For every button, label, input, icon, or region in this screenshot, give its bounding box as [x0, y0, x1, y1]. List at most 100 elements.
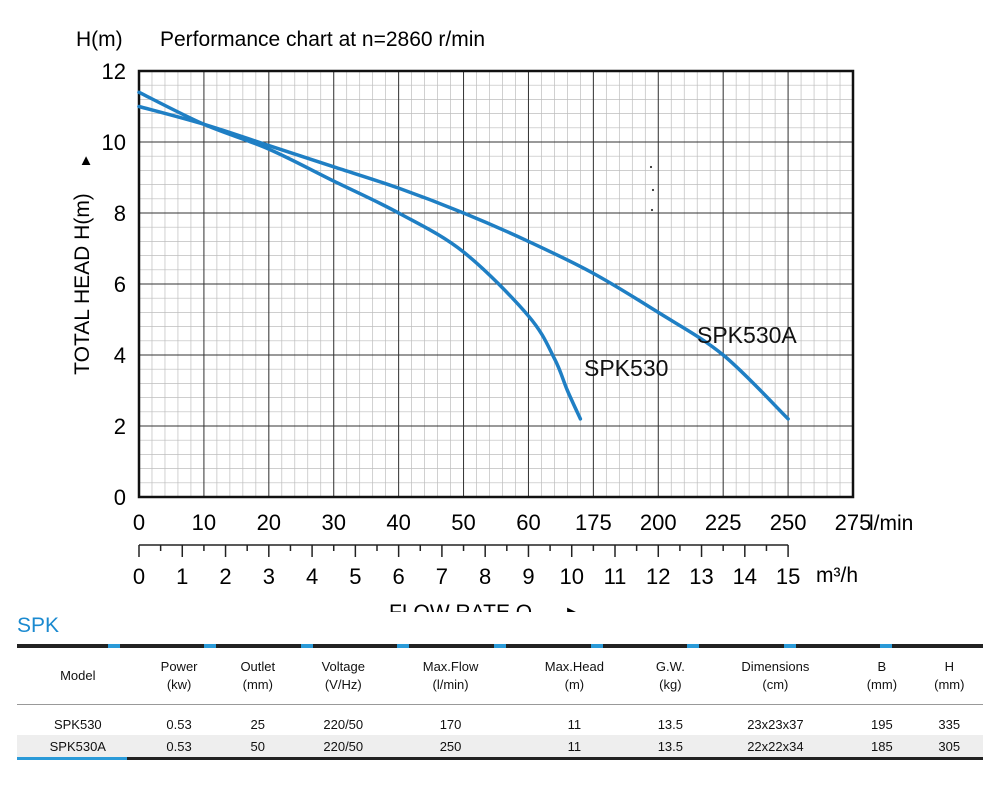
y-unit-label: H(m) — [76, 28, 123, 51]
x-tick-label-m3h: 12 — [646, 564, 670, 589]
x-tick-label-m3h: 3 — [263, 564, 275, 589]
column-marker — [107, 644, 120, 648]
column-marker — [204, 644, 217, 648]
x-tick-label-lmin: 60 — [516, 510, 540, 535]
header-unit: (kg) — [659, 677, 682, 692]
table-header-cell: Dimensions (cm) — [703, 648, 849, 705]
table-cell: 0.53 — [138, 735, 220, 757]
x-tick-label-lmin: 250 — [770, 510, 807, 535]
x-tick-label-lmin: 275 — [835, 510, 872, 535]
table-cell: 13.5 — [657, 716, 684, 732]
x-tick-label-lmin: 50 — [451, 510, 475, 535]
table-cell: 250 — [390, 735, 511, 757]
column-marker — [397, 644, 410, 648]
column-markers — [17, 644, 983, 648]
table-cell: SPK530A — [17, 735, 139, 757]
column-marker — [300, 644, 313, 648]
table-cell: 11 — [510, 735, 639, 757]
table-header-cell: H (mm) — [916, 648, 983, 705]
x-tick-label-lmin: 225 — [705, 510, 742, 535]
x-unit-label-lmin: l/min — [869, 512, 913, 535]
x-tick-label-lmin: 10 — [192, 510, 216, 535]
header-title: Max.Flow — [422, 659, 479, 674]
series-line-spk530a — [137, 104, 790, 421]
header-title: G.W. — [655, 659, 685, 674]
header-unit: (mm) — [934, 677, 965, 692]
header-unit: (l/min) — [432, 677, 469, 692]
column-marker — [880, 644, 893, 648]
y-tick-label: 10 — [102, 130, 126, 155]
column-marker — [687, 644, 700, 648]
chart-title: Performance chart at n=2860 r/min — [160, 28, 485, 51]
header-unit: (m) — [564, 677, 585, 692]
table-series-name: SPK — [17, 614, 60, 637]
table-cell: 11 — [567, 716, 582, 732]
header-unit: (mm) — [242, 677, 273, 692]
table-cell: 220/50 — [323, 716, 364, 732]
x-tick-label-m3h: 11 — [604, 564, 627, 589]
x-tick-label-lmin: 30 — [321, 510, 345, 535]
x-tick-label-m3h: 2 — [219, 564, 231, 589]
plot-frame — [137, 69, 855, 499]
x-tick-label-m3h: 13 — [689, 564, 713, 589]
x-tick-label-m3h: 4 — [306, 564, 318, 589]
y-tick-label: 0 — [114, 485, 126, 510]
table-header-cell: Model — [17, 648, 139, 705]
x-tick-label-m3h: 1 — [176, 564, 188, 589]
header-title: Voltage — [321, 659, 365, 674]
accent-bar — [17, 757, 127, 760]
table-header-cell: Voltage (V/Hz) — [296, 648, 391, 705]
dot-mark — [650, 208, 654, 212]
header-title: B — [877, 659, 887, 674]
spec-table: Model Power (kw) Outlet (mm) Voltage (V/Hz) Max… — [17, 648, 983, 757]
y-axis-label: TOTAL HEAD H(m) — [71, 193, 94, 375]
x-tick-label-m3h: 5 — [349, 564, 361, 589]
table-header-cell: Outlet (mm) — [220, 648, 296, 705]
table-cell: 25 — [250, 716, 266, 732]
table-header-cell: Max.Head (m) — [511, 648, 639, 705]
header-unit: (cm) — [762, 677, 789, 692]
x-tick-label-m3h: 10 — [559, 564, 583, 589]
table-cell: 185 — [848, 735, 916, 757]
table-header-cell: G.W. (kg) — [638, 648, 702, 705]
table-cell: 220/50 — [296, 735, 391, 757]
x-tick-label-m3h: 14 — [733, 564, 757, 589]
x-tick-label-m3h: 0 — [133, 564, 145, 589]
table-header-row: Model Power (kw) Outlet (mm) Voltage (V/Hz) Max… — [17, 648, 983, 705]
x-unit-label-m3h: m³/h — [816, 564, 858, 587]
x-tick-label-m3h: 15 — [776, 564, 800, 589]
x-tick-label-lmin: 0 — [133, 510, 145, 535]
x-tick-label-lmin: 175 — [575, 510, 612, 535]
table-cell: 23x23x37 — [747, 716, 804, 732]
table-header-cell: Max.Flow (l/min) — [391, 648, 511, 705]
y-tick-label: 4 — [114, 343, 126, 368]
column-marker — [783, 644, 796, 648]
header-title: Max.Head — [544, 659, 604, 674]
major-grid — [139, 71, 853, 497]
x-tick-label-m3h: 7 — [436, 564, 448, 589]
x-axis-label: FLOW RATE Q — [389, 601, 532, 612]
table-row: SPK530A 0.53 50 220/50 250 11 13.5 22x22x34 185 3… — [17, 735, 983, 757]
series-label-spk530a: SPK530A — [697, 322, 797, 348]
table-spacer — [17, 704, 983, 713]
y-tick-label: 8 — [114, 201, 126, 226]
header-title: Power — [160, 659, 198, 674]
series-line-spk530 — [137, 90, 583, 421]
table-cell: 170 — [439, 716, 462, 732]
dot-mark — [651, 188, 655, 192]
x-tick-label-lmin: 40 — [386, 510, 410, 535]
table-top-rule — [17, 644, 983, 648]
table-cell: SPK530 — [53, 716, 102, 732]
table-header-cell: Power (kw) — [139, 648, 220, 705]
y-tick-label: 6 — [114, 272, 126, 297]
table-cell: 50 — [219, 735, 296, 757]
column-marker — [590, 644, 603, 648]
y-tick-label: 2 — [114, 414, 126, 439]
x-tick-label-m3h: 6 — [393, 564, 405, 589]
secondary-x-axis — [138, 544, 789, 557]
table-bottom-rule — [17, 757, 983, 760]
x-tick-label-lmin: 200 — [640, 510, 677, 535]
series-label-spk530: SPK530 — [584, 355, 668, 381]
x-axis-arrow: ► — [564, 604, 580, 612]
